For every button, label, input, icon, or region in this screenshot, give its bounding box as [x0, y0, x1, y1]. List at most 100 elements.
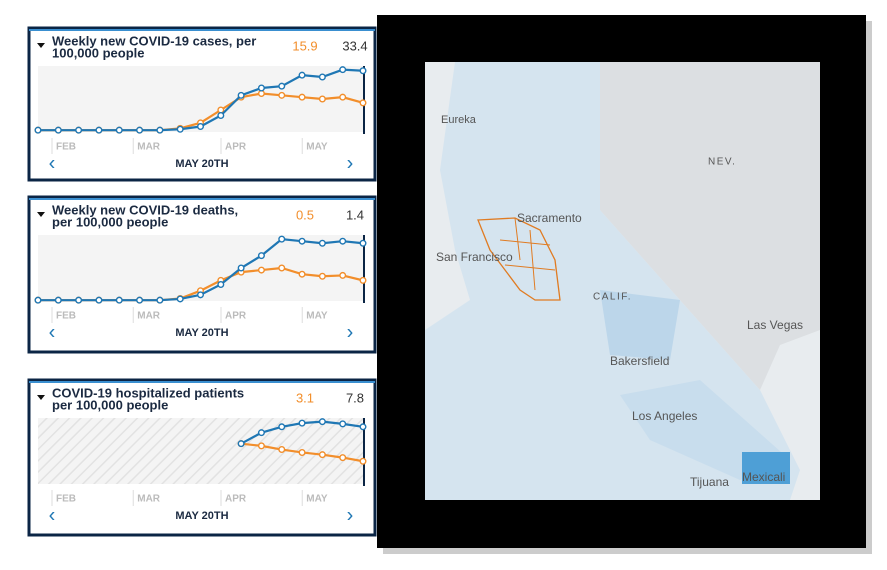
series-point — [278, 91, 286, 99]
nav-prev[interactable]: ‹ — [49, 504, 56, 526]
series-point — [318, 239, 326, 247]
series-point — [359, 67, 367, 75]
series-point — [257, 84, 265, 92]
series-point — [298, 71, 306, 79]
series-point — [156, 296, 164, 304]
panel-title: Weekly new COVID-19 deaths, — [52, 202, 238, 217]
series-point — [237, 264, 245, 272]
map-label: NEV. — [708, 157, 736, 168]
map-label: Las Vegas — [747, 318, 803, 332]
map-label: Tijuana — [690, 475, 729, 489]
county — [600, 290, 680, 360]
series-point — [359, 457, 367, 465]
month-label: FEB — [56, 142, 76, 153]
month-label: MAR — [137, 494, 161, 505]
series-point — [359, 239, 367, 247]
current-value: 33.4 — [342, 38, 367, 53]
series-point — [95, 296, 103, 304]
month-label: MAR — [137, 311, 161, 322]
series-point — [257, 442, 265, 450]
month-label: APR — [225, 142, 247, 153]
series-point — [196, 291, 204, 299]
series-point — [318, 272, 326, 280]
series-point — [339, 93, 347, 101]
series-point — [298, 93, 306, 101]
map — [425, 62, 820, 500]
map-label: Los Angeles — [632, 409, 697, 423]
map-label: Eureka — [441, 114, 477, 126]
current-date: MAY 20TH — [175, 510, 228, 522]
series-point — [257, 252, 265, 260]
series-point — [359, 99, 367, 107]
month-label: MAY — [306, 494, 328, 505]
series-point — [217, 111, 225, 119]
series-point — [339, 454, 347, 462]
series-point — [196, 122, 204, 130]
series-point — [34, 126, 42, 134]
current-date: MAY 20TH — [175, 327, 228, 339]
series-point — [318, 95, 326, 103]
series-point — [136, 126, 144, 134]
bay-area-counties — [477, 217, 561, 301]
county-lines — [499, 217, 556, 291]
series-point — [257, 266, 265, 274]
series-point — [115, 296, 123, 304]
month-label: APR — [225, 311, 247, 322]
series-point — [237, 440, 245, 448]
nav-prev[interactable]: ‹ — [49, 152, 56, 174]
series-point — [257, 89, 265, 97]
panel: Weekly new COVID-19 deaths,per 100,000 p… — [27, 195, 377, 354]
series-point — [237, 91, 245, 99]
map-label: Sacramento — [517, 211, 582, 225]
series-point — [318, 451, 326, 459]
month-label: FEB — [56, 311, 76, 322]
nav-next[interactable]: › — [347, 504, 354, 526]
panel-title: per 100,000 people — [52, 397, 168, 412]
series-point — [95, 126, 103, 134]
county-imperial — [742, 452, 790, 484]
current-value: 15.9 — [292, 38, 317, 53]
month-label: FEB — [56, 494, 76, 505]
nav-prev[interactable]: ‹ — [49, 321, 56, 343]
series-point — [298, 237, 306, 245]
series-point — [176, 125, 184, 133]
series-point — [54, 126, 62, 134]
series-point — [34, 296, 42, 304]
series-point — [217, 281, 225, 289]
month-label: MAR — [137, 142, 161, 153]
panel-title: 100,000 people — [52, 45, 145, 60]
map-label: San Francisco — [436, 250, 513, 264]
series-point — [359, 423, 367, 431]
month-label: APR — [225, 494, 247, 505]
collapse-icon — [37, 395, 45, 400]
collapse-icon — [37, 43, 45, 48]
series-point — [339, 237, 347, 245]
nav-next[interactable]: › — [347, 152, 354, 174]
series-point — [339, 66, 347, 74]
series-point — [75, 126, 83, 134]
current-value: 1.4 — [346, 207, 364, 222]
series-point — [298, 270, 306, 278]
map-label: CALIF. — [593, 292, 632, 303]
current-date: MAY 20TH — [175, 158, 228, 170]
series-point — [278, 82, 286, 90]
series-point — [156, 126, 164, 134]
series-point — [217, 106, 225, 114]
current-value: 0.5 — [296, 207, 314, 222]
current-value: 3.1 — [296, 390, 314, 405]
nav-next[interactable]: › — [347, 321, 354, 343]
series-point — [278, 446, 286, 454]
series-point — [278, 235, 286, 243]
month-label: MAY — [306, 142, 328, 153]
current-value: 7.8 — [346, 390, 364, 405]
panel-title: Weekly new COVID-19 cases, per — [52, 33, 256, 48]
series-point — [176, 295, 184, 303]
series-point — [298, 448, 306, 456]
nevada — [600, 62, 820, 390]
map-label: Bakersfield — [610, 354, 669, 368]
series-point — [318, 73, 326, 81]
month-label: MAY — [306, 311, 328, 322]
